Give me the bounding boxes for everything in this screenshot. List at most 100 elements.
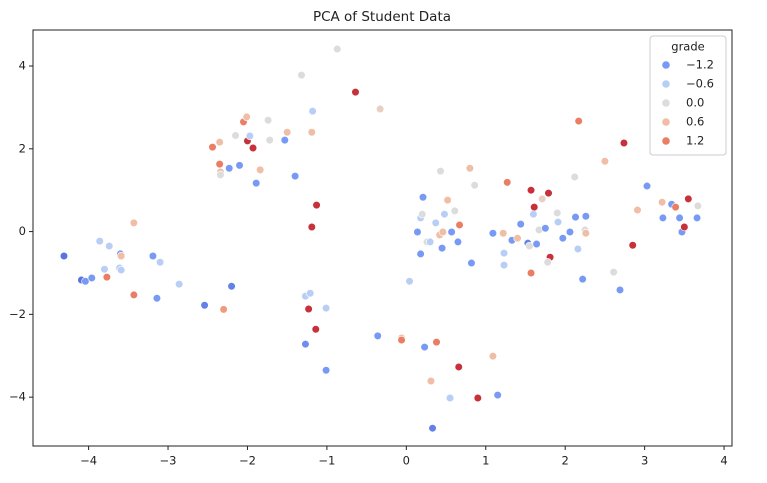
point [373, 331, 382, 340]
y-tick-label: 4 [19, 59, 26, 73]
point [529, 210, 538, 219]
y-tick-label: −4 [9, 390, 26, 404]
point [465, 164, 474, 173]
point [503, 178, 512, 187]
legend-title: grade [671, 40, 704, 54]
x-tick-label: −1 [318, 454, 335, 468]
point [81, 277, 90, 286]
point [301, 340, 310, 349]
point [470, 181, 479, 190]
point [526, 186, 536, 195]
point [215, 160, 224, 169]
point [428, 424, 437, 433]
point [578, 275, 587, 284]
point [532, 239, 541, 249]
point [208, 143, 217, 152]
point [248, 143, 258, 153]
point [129, 290, 138, 300]
point [291, 172, 300, 181]
point [225, 164, 234, 173]
legend-label: 0.6 [686, 115, 704, 129]
x-tick-label: −3 [160, 454, 177, 468]
x-tick-label: 2 [562, 454, 569, 468]
point [307, 128, 316, 137]
point [216, 170, 225, 179]
point [397, 335, 406, 345]
legend-marker [662, 80, 670, 88]
point [493, 390, 502, 400]
point [219, 305, 228, 314]
point [416, 249, 425, 259]
point [455, 220, 464, 230]
point [117, 265, 126, 275]
point [436, 167, 445, 176]
point [488, 352, 498, 361]
point [235, 161, 244, 170]
point [351, 87, 360, 97]
point [437, 244, 447, 253]
point [308, 107, 317, 116]
y-tick-label: 2 [19, 141, 26, 155]
chart-title: PCA of Student Data [313, 9, 451, 25]
point [450, 206, 459, 215]
point [231, 131, 240, 140]
point [307, 222, 316, 232]
point [600, 157, 610, 166]
point [245, 131, 254, 141]
point [499, 229, 508, 238]
point [571, 212, 580, 222]
point [684, 194, 693, 203]
legend-label: −1.2 [686, 58, 714, 72]
point [544, 188, 553, 198]
point [543, 258, 552, 267]
point [256, 165, 265, 175]
point [426, 237, 435, 247]
x-tick-label: 1 [482, 454, 489, 468]
point [117, 251, 126, 261]
point [413, 227, 422, 237]
point [105, 241, 114, 251]
point [264, 116, 273, 125]
point [692, 213, 702, 223]
point [306, 289, 315, 298]
point [304, 304, 313, 314]
point [440, 210, 449, 219]
legend-marker [662, 118, 670, 126]
legend-label: −0.6 [686, 77, 714, 91]
point [418, 210, 427, 219]
x-tick-label: 4 [720, 454, 727, 468]
y-tick-label: −2 [9, 307, 26, 321]
point [609, 268, 618, 277]
legend-marker [662, 99, 670, 107]
point [100, 265, 109, 274]
legend: grade −1.2 −0.6 0.0 0.6 1.2 [649, 35, 727, 156]
point [322, 366, 331, 375]
x-tick-label: 3 [641, 454, 648, 468]
point [102, 273, 111, 282]
point [658, 213, 667, 223]
point [418, 193, 428, 202]
point [152, 294, 162, 303]
point [574, 116, 583, 126]
legend-label: 1.2 [686, 134, 704, 148]
plot-frame [32, 29, 733, 447]
point [513, 234, 522, 243]
point [657, 198, 667, 207]
x-tick-label: 0 [403, 454, 410, 468]
point [467, 258, 476, 268]
x-tick-label: −2 [239, 454, 256, 468]
legend-label: 0.0 [686, 96, 704, 110]
point [558, 234, 567, 243]
point [447, 227, 456, 237]
point [499, 249, 509, 258]
point [333, 44, 342, 54]
point [311, 325, 320, 334]
point [227, 282, 236, 291]
point [628, 241, 637, 250]
point [553, 208, 562, 218]
point [675, 213, 684, 223]
point [693, 201, 702, 211]
point [443, 196, 452, 205]
point [615, 285, 625, 295]
